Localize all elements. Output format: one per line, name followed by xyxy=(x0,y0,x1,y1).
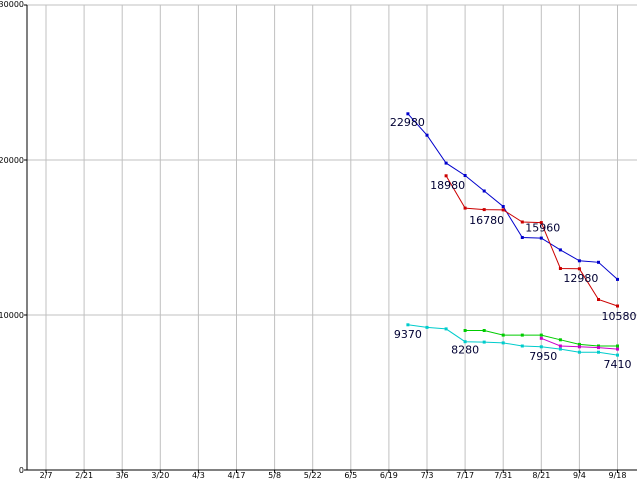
data-point xyxy=(539,221,543,225)
y-tick-label: 30000 xyxy=(0,0,24,9)
data-point xyxy=(501,208,505,212)
data-point xyxy=(444,161,448,165)
data-point xyxy=(406,112,410,116)
data-point xyxy=(558,267,562,270)
x-tick-label: 2/7 xyxy=(40,471,53,480)
x-tick-label: 4/17 xyxy=(228,471,246,480)
data-point xyxy=(520,220,524,224)
data-point xyxy=(482,208,486,212)
x-tick-label: 7/17 xyxy=(456,471,474,480)
data-point xyxy=(425,133,429,137)
data-point xyxy=(577,267,581,271)
grid xyxy=(27,4,637,470)
data-point xyxy=(577,259,581,263)
data-point xyxy=(444,174,448,178)
data-label: 16780 xyxy=(469,214,504,227)
data-point xyxy=(616,347,619,351)
data-label: 8280 xyxy=(451,344,479,357)
data-point xyxy=(597,346,600,350)
data-label: 12980 xyxy=(563,272,598,285)
series-line xyxy=(407,324,618,356)
series-line xyxy=(407,113,618,280)
data-point xyxy=(616,344,619,348)
series-line xyxy=(445,175,618,307)
data-point xyxy=(616,304,619,308)
data-point xyxy=(597,344,600,348)
x-tick-label: 2/21 xyxy=(75,471,93,480)
data-point xyxy=(539,333,543,337)
x-tick-label: 3/6 xyxy=(116,471,129,480)
data-point xyxy=(463,206,467,210)
data-point xyxy=(501,333,505,337)
data-point xyxy=(597,260,600,264)
data-label: 22980 xyxy=(390,116,425,129)
y-tick-label: 10000 xyxy=(0,311,24,320)
x-tick-label: 8/21 xyxy=(532,471,550,480)
x-tick-label: 7/31 xyxy=(494,471,512,480)
data-point xyxy=(597,350,600,354)
data-point xyxy=(406,323,410,327)
data-point xyxy=(520,344,524,348)
data-point xyxy=(577,345,581,349)
data-label: 7410 xyxy=(604,358,632,371)
data-point xyxy=(463,329,467,332)
data-point xyxy=(482,340,486,344)
series xyxy=(406,112,619,357)
data-point xyxy=(597,298,600,301)
data-point xyxy=(558,248,562,252)
data-point xyxy=(482,189,486,193)
data-label: 7950 xyxy=(529,350,557,363)
data-point xyxy=(577,342,581,346)
data-point xyxy=(520,333,524,337)
data-point xyxy=(616,353,619,357)
x-tick-label: 4/3 xyxy=(192,471,205,480)
x-tick-label: 5/8 xyxy=(268,471,281,480)
x-tick-label: 6/5 xyxy=(344,471,357,480)
data-point xyxy=(520,236,524,239)
labels: 22980 18980 16780 15960 12980 10580 9370 8280 79… xyxy=(390,116,637,371)
data-point xyxy=(539,345,543,349)
x-tick-label: 9/18 xyxy=(609,471,627,480)
data-point xyxy=(463,174,467,177)
data-point xyxy=(558,338,562,342)
data-point xyxy=(558,347,562,351)
data-point xyxy=(463,340,467,344)
data-point xyxy=(444,327,448,331)
data-point xyxy=(577,350,581,354)
data-label: 15960 xyxy=(525,222,560,235)
data-point xyxy=(539,236,543,240)
data-label: 18980 xyxy=(430,179,465,192)
data-label: 10580 xyxy=(602,310,637,323)
x-tick-label: 5/22 xyxy=(304,471,322,480)
data-point xyxy=(482,329,486,332)
y-tick-label: 0 xyxy=(19,466,24,475)
data-point xyxy=(501,341,505,345)
x-tick-label: 3/20 xyxy=(151,471,169,480)
data-point xyxy=(616,277,619,281)
data-point xyxy=(539,336,543,340)
data-point xyxy=(501,205,505,208)
data-point xyxy=(558,344,562,348)
x-tick-label: 9/4 xyxy=(573,471,586,480)
data-point xyxy=(425,325,429,329)
x-tick-label: 7/3 xyxy=(421,471,434,480)
x-tick-label: 6/19 xyxy=(380,471,398,480)
y-tick-label: 20000 xyxy=(0,156,24,165)
data-label: 9370 xyxy=(394,328,422,341)
